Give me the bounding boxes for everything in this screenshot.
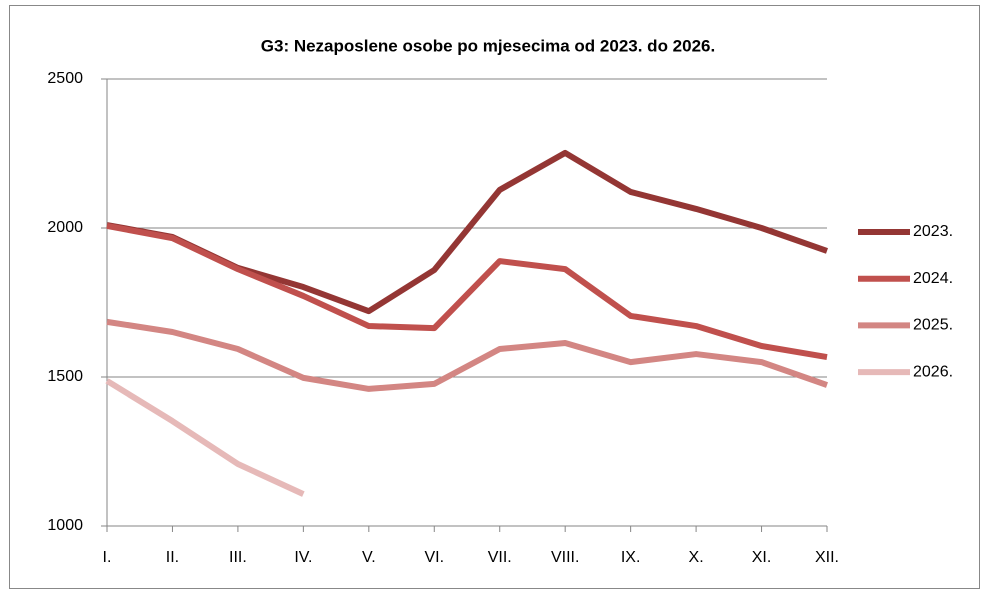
- y-tick-label: 2000: [47, 219, 83, 236]
- y-tick-label: 2500: [47, 70, 83, 87]
- chart-frame: [9, 5, 980, 589]
- legend-label: 2023.: [913, 223, 953, 240]
- y-tick-label: 1500: [47, 368, 83, 385]
- x-tick-label: II.: [166, 549, 179, 566]
- x-tick-label: VI.: [424, 549, 444, 566]
- legend-label: 2024.: [913, 270, 953, 287]
- x-tick-label: XI.: [752, 549, 772, 566]
- x-tick-label: III.: [229, 549, 247, 566]
- x-tick-label: X.: [689, 549, 704, 566]
- x-tick-label: IX.: [621, 549, 641, 566]
- series-line: [106, 318, 828, 392]
- chart-title: G3: Nezaposlene osobe po mjesecima od 20…: [261, 36, 715, 55]
- x-tick-label: VII.: [488, 549, 512, 566]
- y-tick-label: 1000: [47, 517, 83, 534]
- x-tick-label: IV.: [294, 549, 312, 566]
- x-tick-label: XII.: [815, 549, 839, 566]
- legend-label: 2026.: [913, 363, 953, 380]
- x-tick-label: I.: [103, 549, 112, 566]
- x-tick-label: VIII.: [551, 549, 579, 566]
- series-line: [106, 222, 828, 360]
- legend-label: 2025.: [913, 317, 953, 334]
- series-line: [105, 378, 305, 497]
- x-tick-label: V.: [362, 549, 376, 566]
